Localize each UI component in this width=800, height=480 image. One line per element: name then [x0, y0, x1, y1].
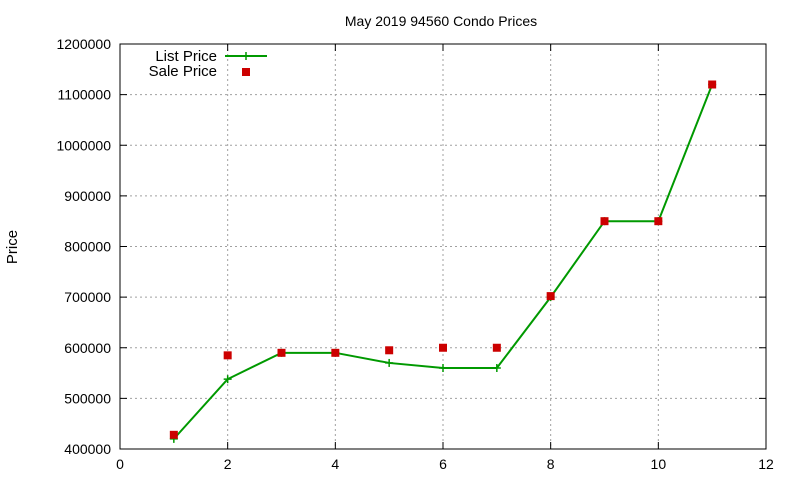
grid — [120, 44, 766, 449]
x-tick-label: 6 — [439, 456, 447, 472]
series — [169, 80, 717, 443]
sale-price-point — [169, 430, 178, 439]
x-tick-label: 10 — [651, 456, 667, 472]
legend-marker-sale-price — [242, 68, 250, 76]
sale-price-point — [600, 217, 609, 226]
y-tick-label: 500000 — [64, 390, 111, 406]
x-tick-label: 8 — [547, 456, 555, 472]
sale-price-point — [331, 348, 340, 357]
sale-price-point — [708, 80, 717, 89]
legend-label-list-price: List Price — [155, 48, 217, 65]
sale-price-point — [223, 351, 232, 360]
y-tick-label: 400000 — [64, 441, 111, 457]
sale-price-point — [385, 346, 394, 355]
list-price-point — [439, 364, 447, 372]
y-tick-label: 1200000 — [56, 36, 111, 52]
y-axis-label: Price — [4, 230, 21, 264]
chart-title: May 2019 94560 Condo Prices — [345, 13, 537, 29]
list-price-point — [223, 375, 232, 384]
y-tick-label: 800000 — [64, 239, 111, 255]
list-price-point — [385, 358, 394, 367]
list-price-point — [492, 364, 501, 372]
y-tick-label: 900000 — [64, 188, 111, 204]
x-tick-label: 12 — [758, 456, 774, 472]
y-tick-label: 600000 — [64, 340, 111, 356]
legend-label-sale-price: Sale Price — [149, 63, 217, 80]
x-tick-label: 0 — [116, 456, 124, 472]
y-tick-label: 700000 — [64, 289, 111, 305]
axis-ticks: 400000 500000 600000 700000 800000 900000 1000… — [56, 36, 774, 472]
sale-price-point — [654, 217, 663, 226]
sale-price-point — [439, 343, 447, 352]
x-tick-label: 4 — [331, 456, 339, 472]
sale-price-point — [546, 292, 555, 301]
y-tick-label: 1000000 — [56, 137, 111, 153]
x-tick-label: 2 — [224, 456, 232, 472]
y-tick-label: 1100000 — [58, 87, 112, 103]
sale-price-point — [492, 343, 501, 352]
sale-price-point — [277, 348, 286, 357]
